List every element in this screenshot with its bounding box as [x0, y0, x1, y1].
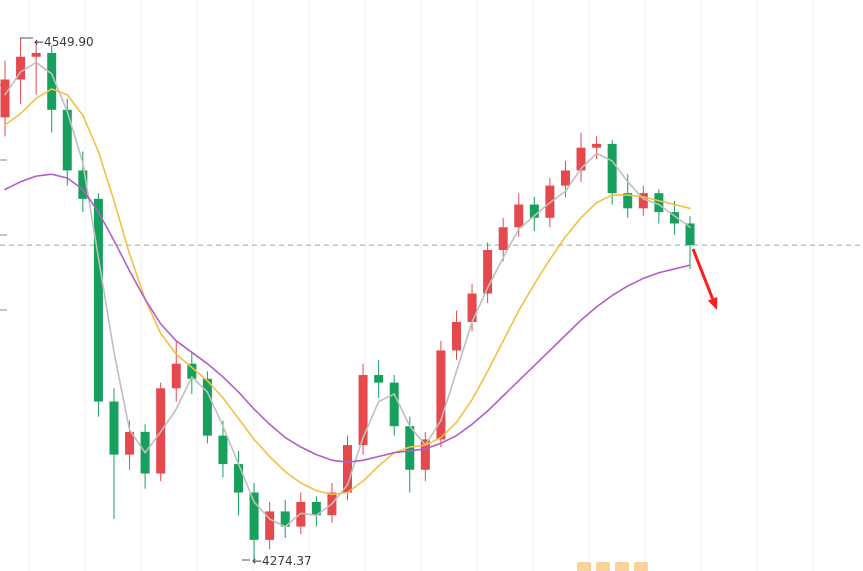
watermark-glyph: [634, 562, 648, 571]
grid-layer: [0, 0, 814, 571]
watermark-partial: [577, 562, 648, 571]
high-price-label: ←4549.90: [34, 35, 94, 49]
series-layer: [0, 38, 863, 560]
annotation-layer: [20, 37, 718, 561]
watermark-glyph: [615, 562, 629, 571]
watermark-glyph: [596, 562, 610, 571]
low-price-label: ←4274.37: [252, 554, 312, 568]
watermark-glyph: [577, 562, 591, 571]
